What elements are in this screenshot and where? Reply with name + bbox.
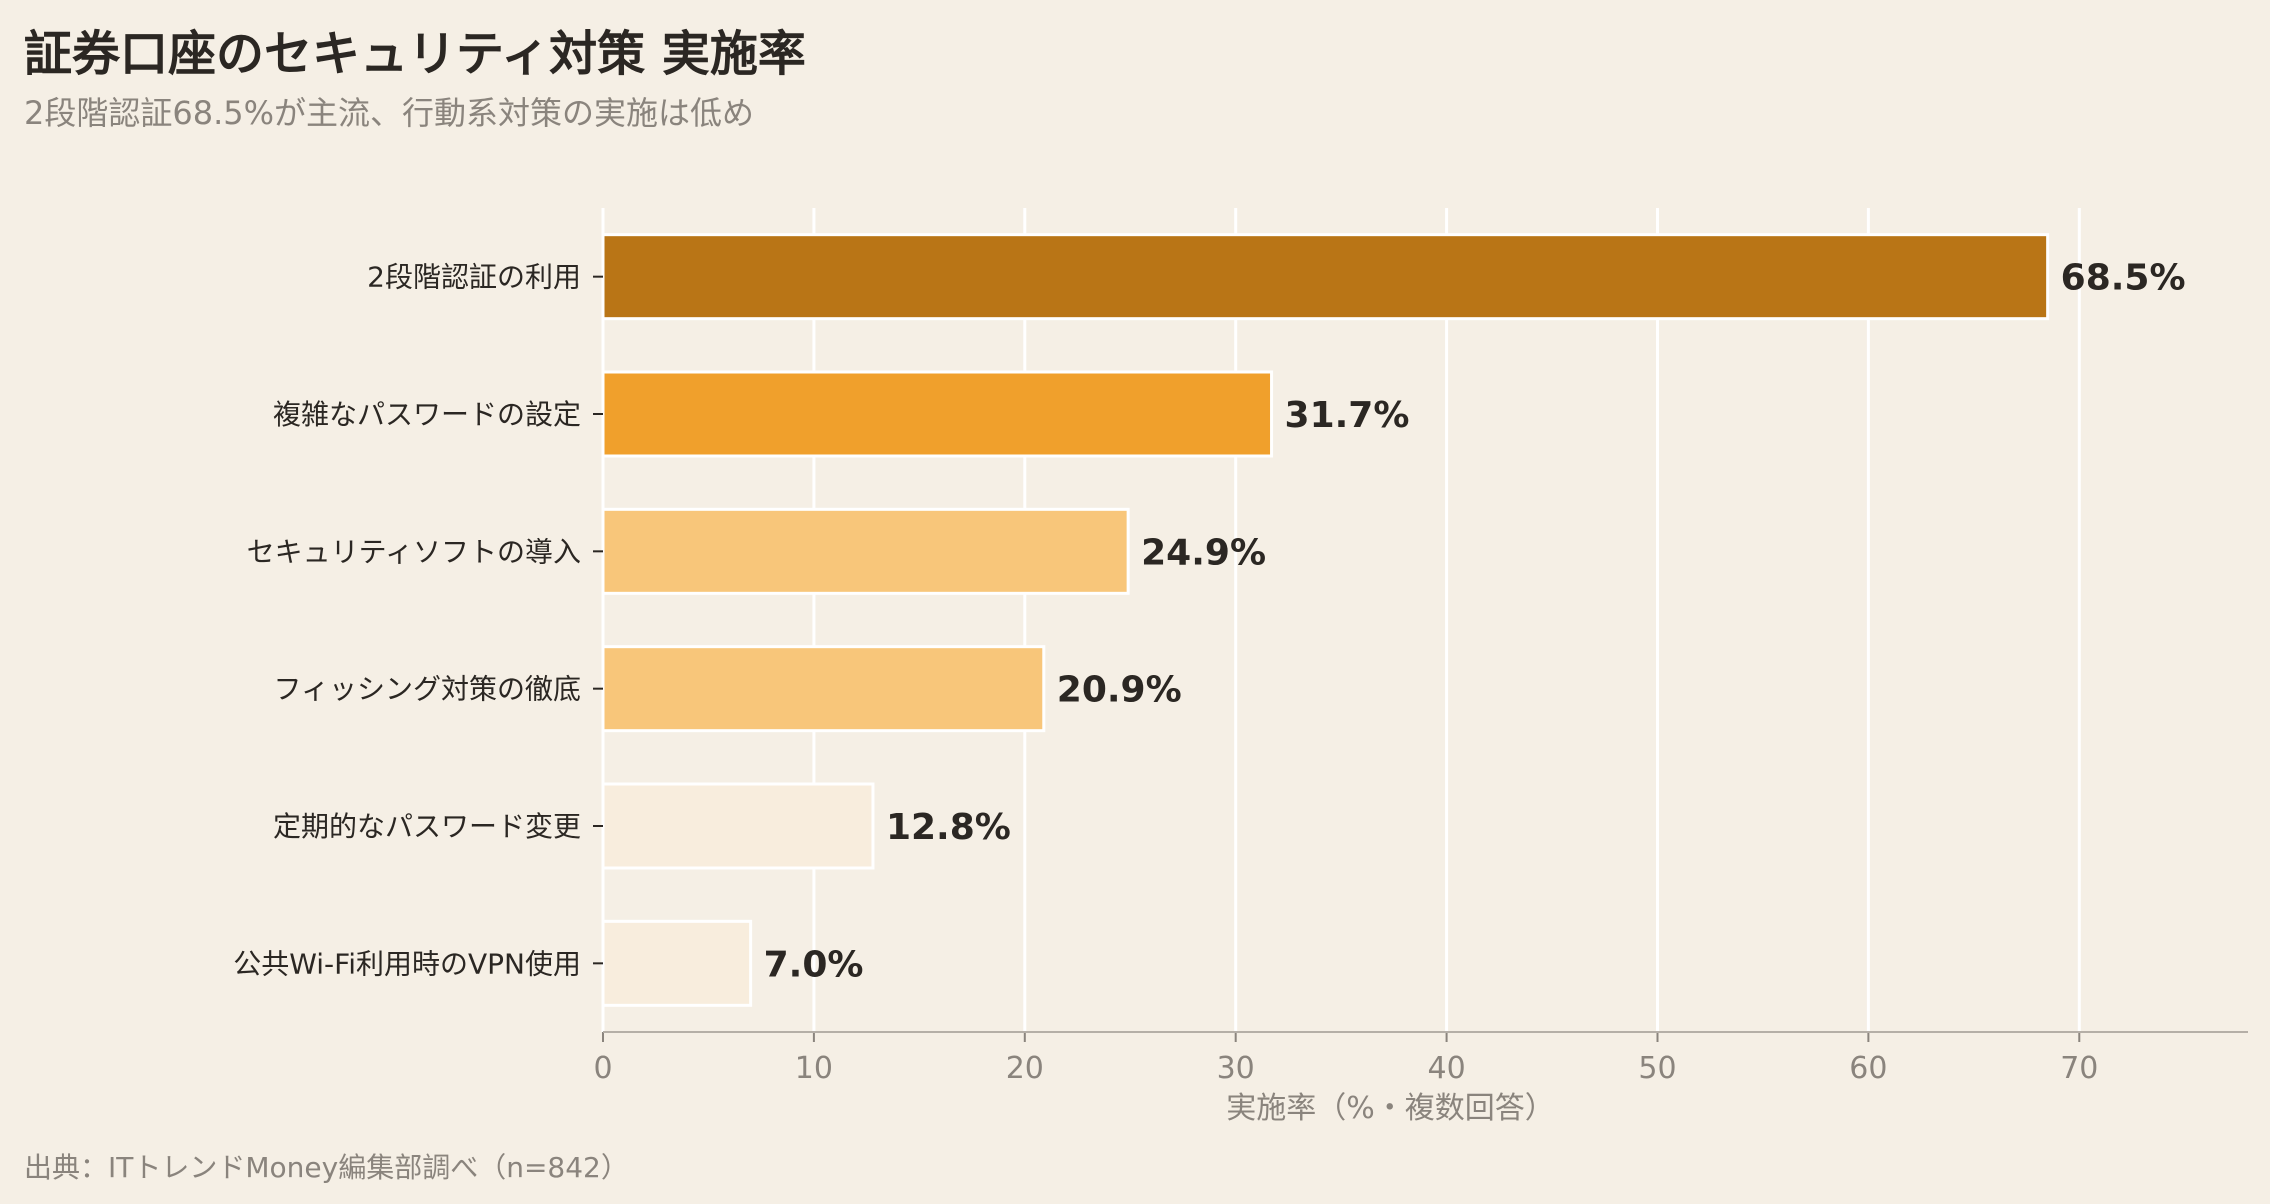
bar bbox=[601, 507, 1130, 595]
x-tick-label: 20 bbox=[1006, 1051, 1044, 1086]
data-label: 31.7% bbox=[1285, 395, 1410, 436]
bar bbox=[601, 645, 1046, 733]
category-label: セキュリティソフトの導入 bbox=[247, 535, 581, 568]
x-tick-label: 40 bbox=[1427, 1051, 1465, 1086]
x-tick-label: 10 bbox=[795, 1051, 833, 1086]
source-note: 出典：ITトレンドMoney編集部調べ（n=842） bbox=[24, 1151, 629, 1184]
bar bbox=[601, 782, 875, 870]
category-label: 定期的なパスワード変更 bbox=[273, 810, 581, 843]
bar bbox=[601, 919, 753, 1007]
x-tick-label: 50 bbox=[1638, 1051, 1676, 1086]
bar bbox=[601, 370, 1274, 458]
bar bbox=[601, 233, 2050, 321]
x-tick-label: 60 bbox=[1849, 1051, 1887, 1086]
chart-subtitle: 2段階認証68.5%が主流、行動系対策の実施は低め bbox=[24, 94, 755, 132]
data-label: 7.0% bbox=[764, 944, 864, 985]
category-label: 2段階認証の利用 bbox=[367, 261, 581, 294]
data-label: 24.9% bbox=[1141, 532, 1266, 573]
gridlines bbox=[601, 208, 2081, 1032]
x-tick-label: 30 bbox=[1217, 1051, 1255, 1086]
data-label: 68.5% bbox=[2061, 258, 2186, 299]
category-label: 公共Wi-Fi利用時のVPN使用 bbox=[233, 947, 581, 980]
x-tick-label: 70 bbox=[2060, 1051, 2098, 1086]
x-axis-title: 実施率（%・複数回答） bbox=[1226, 1091, 1555, 1126]
data-label: 20.9% bbox=[1057, 670, 1182, 711]
x-tick-label: 0 bbox=[593, 1051, 612, 1086]
labels: 0 10 20 30 40 50 60 70 2段階認証の利用 68.5% 複雑なパスワードの設定 3… bbox=[233, 258, 2185, 1126]
chart-title: 証券口座のセキュリティ対策 実施率 bbox=[24, 26, 806, 82]
data-label: 12.8% bbox=[886, 807, 1011, 848]
bars bbox=[601, 233, 2050, 1007]
category-label: 複雑なパスワードの設定 bbox=[273, 398, 581, 431]
category-label: フィッシング対策の徹底 bbox=[274, 673, 581, 706]
axes bbox=[593, 275, 2248, 1042]
